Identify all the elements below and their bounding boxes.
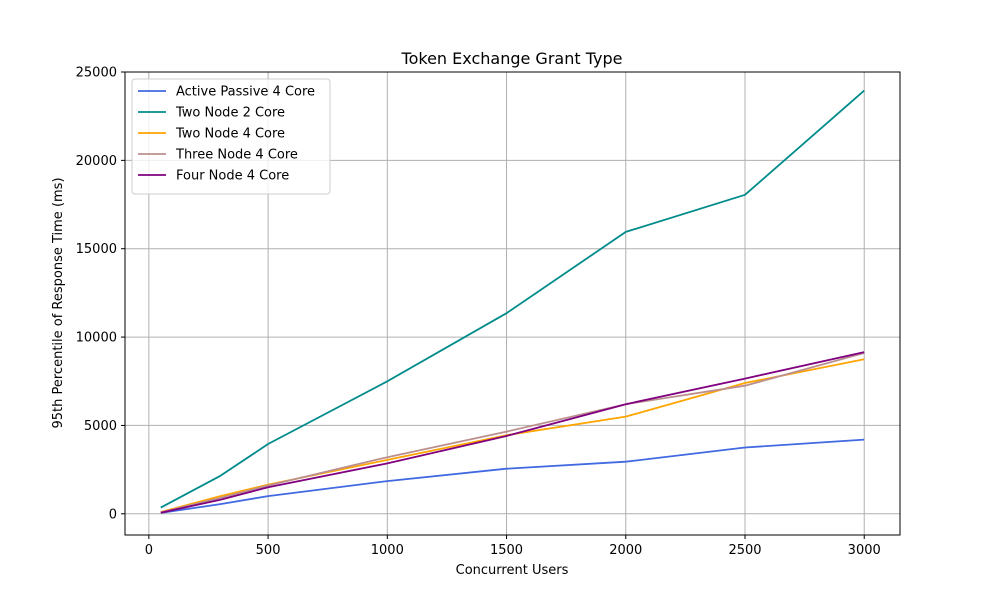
- legend-label: Four Node 4 Core: [176, 169, 289, 184]
- x-tick-label: 1000: [371, 543, 404, 558]
- x-tick-label: 500: [256, 543, 281, 558]
- legend-label: Active Passive 4 Core: [176, 85, 315, 100]
- series-line-three-node-4-core: [160, 352, 865, 514]
- y-axis-ticks: 0 5000 10000 15000 20000 25000: [76, 66, 125, 522]
- x-tick-label: 2000: [609, 543, 642, 558]
- plot-frame: [124, 71, 901, 536]
- series-line-active-passive-4-core: [160, 438, 865, 514]
- legend-label: Two Node 2 Core: [175, 106, 285, 121]
- x-tick-label: 3000: [848, 543, 881, 558]
- series-lines: [160, 89, 865, 514]
- legend: Active Passive 4 Core Two Node 2 Core Two …: [131, 78, 331, 195]
- y-axis-label: 95th Percentile of Response Time (ms): [51, 177, 66, 428]
- legend-label: Two Node 4 Core: [175, 127, 285, 142]
- y-tick-label: 10000: [76, 331, 117, 346]
- x-axis-ticks: 0 500 1000 1500 2000 2500 3000: [145, 535, 881, 558]
- y-tick-label: 0: [109, 507, 117, 522]
- legend-label: Three Node 4 Core: [175, 148, 298, 163]
- legend-box: [131, 78, 331, 195]
- y-tick-label: 25000: [76, 66, 117, 81]
- x-axis-label: Concurrent Users: [456, 563, 569, 578]
- series-line-four-node-4-core: [160, 351, 865, 514]
- y-tick-label: 20000: [76, 154, 117, 169]
- grid: [125, 71, 900, 535]
- x-tick-label: 1500: [490, 543, 523, 558]
- y-tick-label: 5000: [84, 419, 117, 434]
- x-tick-label: 2500: [728, 543, 761, 558]
- y-tick-label: 15000: [76, 242, 117, 257]
- x-tick-label: 0: [145, 543, 153, 558]
- chart-title: Token Exchange Grant Type: [401, 49, 623, 68]
- series-line-two-node-2-core: [160, 89, 865, 509]
